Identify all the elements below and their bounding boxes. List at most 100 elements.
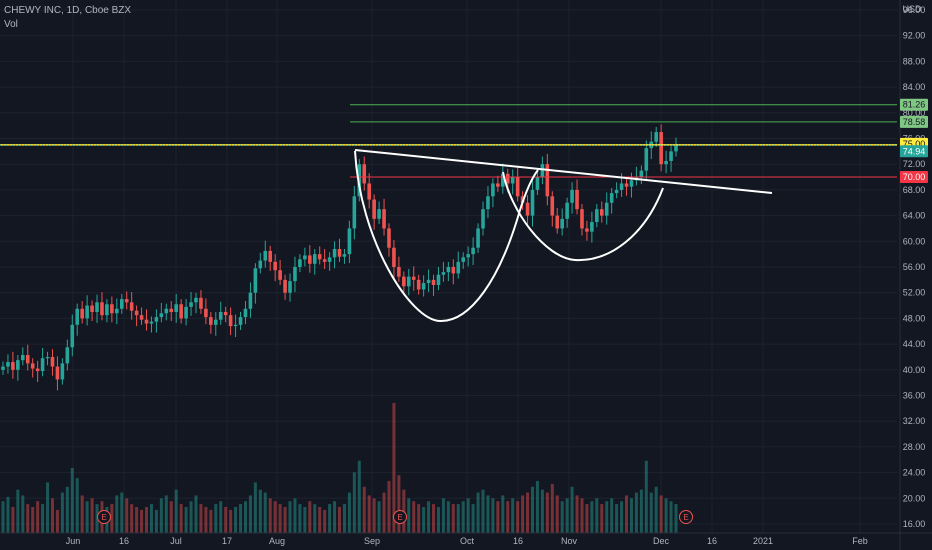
volume-bar <box>60 492 64 533</box>
candle-body <box>154 317 159 322</box>
candle-body <box>288 281 292 293</box>
volume-bar <box>239 504 243 533</box>
volume-bar <box>511 498 515 533</box>
price-tag-label: 81.26 <box>903 100 926 110</box>
candle-body <box>565 202 569 219</box>
volume-bar <box>456 504 460 533</box>
candle-body <box>436 274 441 285</box>
volume-bar <box>501 495 505 533</box>
descending-trendline[interactable] <box>354 149 773 194</box>
candle-body <box>604 202 609 216</box>
volume-bar <box>174 489 178 533</box>
volume-bar <box>560 501 564 533</box>
volume-bar <box>417 504 421 533</box>
volume-bar <box>313 504 317 533</box>
candle-body <box>471 247 475 255</box>
volume-bar <box>179 504 183 533</box>
volume-bar <box>362 486 366 533</box>
volume-bar <box>219 501 223 533</box>
candle-body <box>609 193 614 203</box>
volume-bar <box>466 498 470 533</box>
volume-bar <box>16 489 20 533</box>
volume-bar <box>540 489 544 533</box>
candle-body <box>461 257 466 262</box>
candle-body <box>65 347 70 364</box>
price-tag-bg <box>900 98 928 111</box>
candle-body <box>75 308 80 325</box>
volume-bar <box>318 507 322 533</box>
volume-bar <box>342 504 346 533</box>
candlesticks <box>1 124 678 391</box>
volume-bar <box>338 507 341 533</box>
cup-right-curve[interactable] <box>502 171 664 262</box>
candle-body <box>426 279 431 284</box>
candle-body <box>491 183 495 197</box>
candle-body <box>129 302 134 311</box>
candle-body <box>317 254 322 260</box>
volume-bar <box>625 495 629 533</box>
price-axis[interactable]: USD96.0092.0088.0084.0080.0076.0072.0068… <box>899 0 926 550</box>
volume-bar <box>268 498 272 533</box>
candle-body <box>298 259 302 267</box>
volume-bar <box>506 501 510 533</box>
volume-bar <box>644 460 648 533</box>
candle-body <box>580 209 584 229</box>
y-tick-label: 48.00 <box>903 313 926 323</box>
y-tick-label: 36.00 <box>903 391 926 401</box>
volume-bar <box>446 501 450 533</box>
volume-bar <box>333 501 337 533</box>
candle-body <box>674 145 678 152</box>
candle-body <box>501 173 505 187</box>
earnings-marker <box>679 510 693 524</box>
volume-bar <box>36 501 40 533</box>
volume-bar <box>669 501 673 533</box>
volume-bar <box>580 498 584 533</box>
candle-body <box>664 160 668 165</box>
candle-body <box>223 311 228 316</box>
cup-left-curve[interactable] <box>354 150 539 323</box>
candle-body <box>139 315 144 320</box>
y-tick-label: 40.00 <box>903 365 926 375</box>
candle-body <box>352 196 357 229</box>
volume-label[interactable]: Vol <box>4 19 18 30</box>
candle-body <box>669 151 673 161</box>
candle-body <box>614 189 619 194</box>
chart-grid <box>0 0 897 533</box>
volume-bar <box>600 504 604 533</box>
volume-bar <box>26 504 30 533</box>
volume-bar <box>491 498 495 533</box>
candle-body <box>228 315 233 327</box>
candle-body <box>402 276 406 287</box>
volume-bar <box>199 504 203 533</box>
candle-body <box>421 283 426 290</box>
candle-body <box>233 324 238 327</box>
candle-body <box>624 183 629 187</box>
volume-bar <box>31 507 35 533</box>
candle-body <box>406 276 411 287</box>
volume-bar <box>516 501 520 533</box>
volume-bar <box>253 482 257 533</box>
symbol-title[interactable]: CHEWY INC, 1D, Cboe BZX <box>4 5 132 16</box>
candle-body <box>278 270 282 280</box>
candle-body <box>293 267 297 282</box>
candle-body <box>263 250 268 261</box>
time-axis[interactable]: Jun 16 Jul 17 Aug Sep Oct 16 Nov Dec 16 2021 Feb <box>0 532 932 546</box>
y-tick-label: 72.00 <box>903 159 926 169</box>
candle-body <box>164 308 169 314</box>
volume-bar <box>46 482 50 533</box>
candle-body <box>496 183 500 187</box>
volume-bar <box>194 495 198 533</box>
earnings-marker <box>393 510 407 524</box>
volume-bar <box>110 504 114 533</box>
volume-bar <box>555 495 559 533</box>
candle-body <box>451 267 456 274</box>
x-tick-label: Dec <box>653 536 670 546</box>
volume-bar <box>243 501 247 533</box>
earnings-marker-label: E <box>101 513 106 522</box>
volume-bar <box>65 486 69 533</box>
candle-body <box>555 215 560 229</box>
volume-bar <box>95 504 99 533</box>
volume-bar <box>352 472 356 533</box>
